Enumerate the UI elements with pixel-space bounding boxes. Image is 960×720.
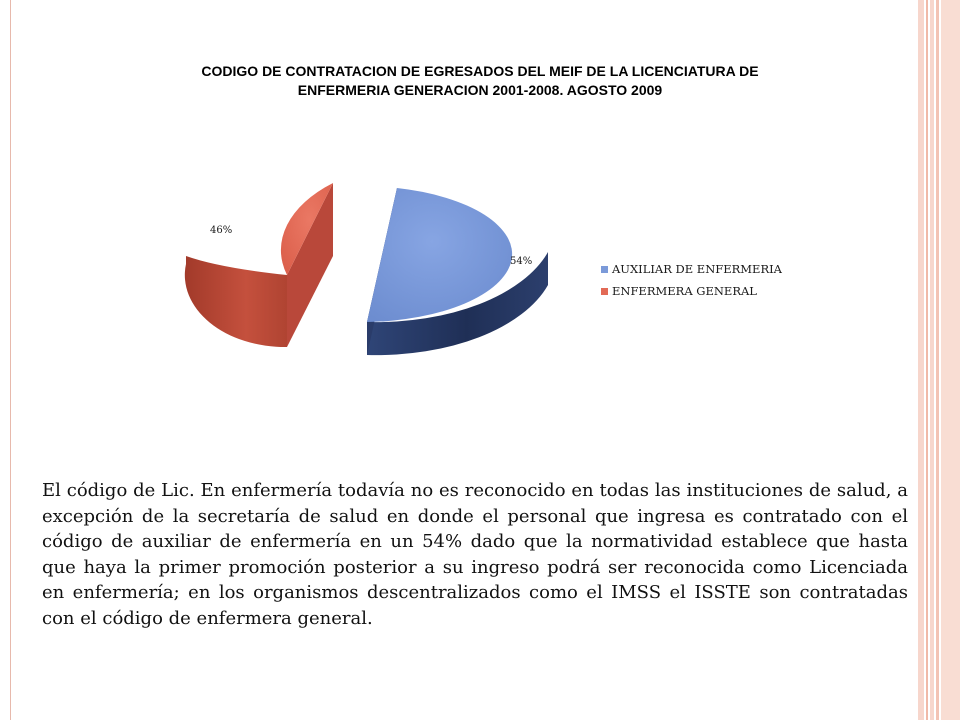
legend-swatch-red	[601, 287, 608, 295]
right-decorative-band	[936, 0, 939, 720]
right-decorative-band	[926, 0, 928, 720]
legend-item: ENFERMERA GENERAL	[601, 280, 782, 302]
legend: AUXILIAR DE ENFERMERIA ENFERMERA GENERAL	[601, 258, 782, 302]
pie-slice-face	[287, 183, 333, 347]
legend-label: ENFERMERA GENERAL	[612, 284, 757, 298]
right-decorative-band	[930, 0, 934, 720]
pie-slice-enfermera-general	[280, 183, 333, 275]
right-decorative-band	[941, 0, 960, 720]
legend-swatch-blue	[601, 265, 608, 273]
body-paragraph: El código de Lic. En enfermería todavía …	[42, 480, 908, 629]
legend-label: AUXILIAR DE ENFERMERIA	[612, 262, 782, 276]
right-decorative-band	[918, 0, 924, 720]
pie-slice-side	[367, 252, 548, 356]
pie-slice-side	[184, 256, 287, 348]
data-label-46: 46%	[210, 225, 232, 236]
legend-item: AUXILIAR DE ENFERMERIA	[601, 258, 782, 280]
pie-slice-auxiliar-de-enfermeria	[367, 188, 513, 322]
chart-title: CODIGO DE CONTRATACION DE EGRESADOS DEL …	[201, 63, 759, 98]
pie-chart: 46% 54%	[184, 183, 548, 356]
data-label-54: 54%	[510, 256, 532, 267]
left-border-line	[10, 0, 11, 720]
